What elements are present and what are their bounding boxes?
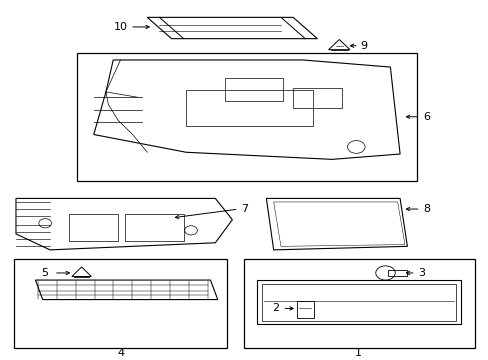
Bar — [186, 90, 312, 126]
Bar — [244, 259, 474, 347]
Text: 9: 9 — [359, 41, 366, 51]
Text: 7: 7 — [241, 204, 247, 214]
Bar — [387, 270, 407, 276]
Bar — [296, 301, 313, 318]
Text: 6: 6 — [423, 112, 429, 122]
Text: 5: 5 — [41, 268, 48, 278]
Bar — [14, 259, 227, 347]
Text: 4: 4 — [117, 348, 124, 358]
Bar — [224, 78, 283, 101]
Bar — [77, 53, 416, 181]
Text: 3: 3 — [418, 268, 425, 278]
Text: 2: 2 — [272, 303, 279, 314]
Bar — [292, 88, 341, 108]
Text: 10: 10 — [113, 22, 127, 32]
Text: 1: 1 — [355, 348, 362, 358]
Text: 8: 8 — [423, 204, 429, 214]
Bar — [69, 215, 118, 241]
Bar — [125, 215, 183, 241]
